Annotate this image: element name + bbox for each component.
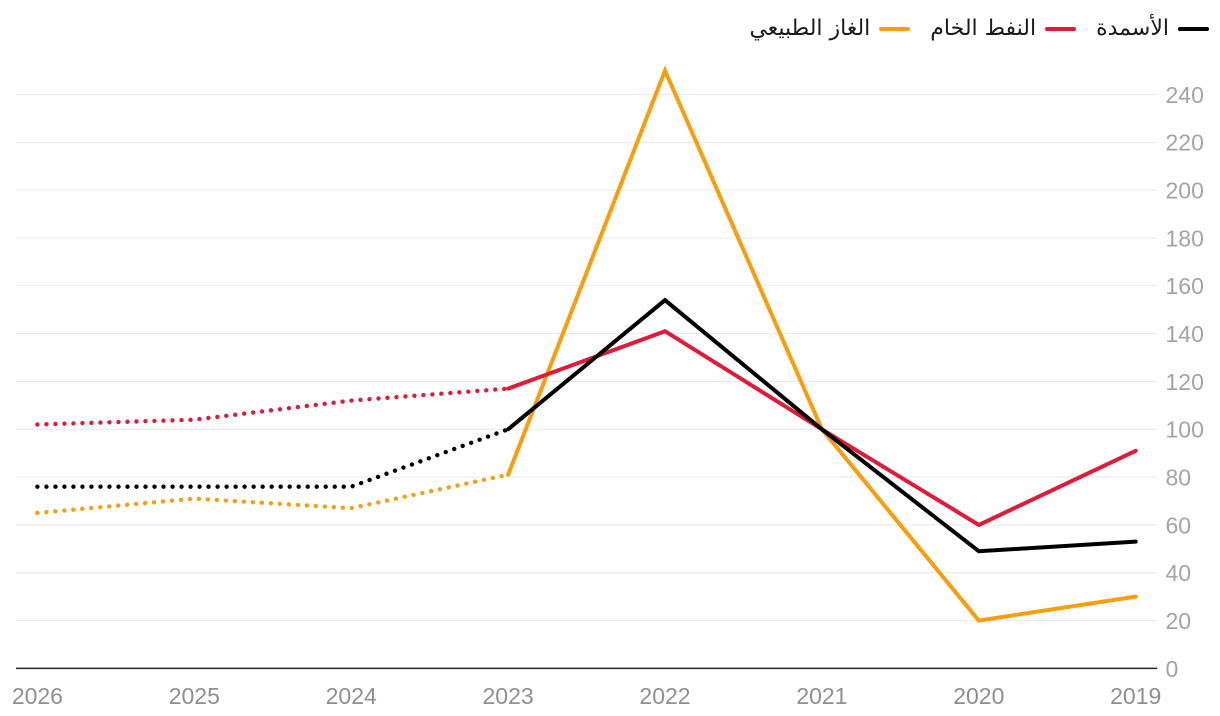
x-tick-label-2026: 2026: [12, 683, 63, 709]
legend-item-crude_oil: النفط الخام: [930, 11, 1077, 47]
series-crude_oil: [35, 329, 1138, 528]
y-tick-label-80: 80: [1166, 465, 1192, 491]
series-fertilizers: [35, 297, 1138, 554]
series-natural_gas-historical-line: [506, 65, 1138, 623]
series-fertilizers-forecast-line: [35, 427, 511, 489]
y-tick-label-160: 160: [1166, 273, 1204, 299]
x-axis-labels: 2026 2025 2024 2023 2022 2021 2020 2019: [12, 683, 1161, 709]
legend-label-crude_oil: النفط الخام: [930, 16, 1037, 41]
y-tick-label-240: 240: [1166, 82, 1204, 108]
x-tick-label-2023: 2023: [483, 683, 534, 709]
x-tick-label-2022: 2022: [639, 683, 690, 709]
series-crude_oil-forecast-line: [35, 386, 511, 427]
y-tick-label-20: 20: [1166, 608, 1192, 634]
x-tick-label-2025: 2025: [169, 683, 220, 709]
legend-item-natural_gas: الغاز الطبيعي: [749, 11, 911, 47]
legend-item-fertilizers: الأسمدة: [1096, 11, 1209, 47]
x-tick-label-2021: 2021: [796, 683, 847, 709]
y-axis-labels: 0 20 40 60 80 100 120 140 160 180 200 220 240: [1166, 82, 1204, 682]
series-natural_gas: [35, 65, 1138, 623]
y-tick-label-100: 100: [1166, 417, 1204, 443]
legend-swatch-fertilizers: [1178, 26, 1209, 32]
y-tick-label-200: 200: [1166, 178, 1204, 204]
y-tick-label-180: 180: [1166, 225, 1204, 251]
y-tick-label-140: 140: [1166, 321, 1204, 347]
y-tick-label-220: 220: [1166, 130, 1204, 156]
y-tick-label-60: 60: [1166, 512, 1192, 538]
legend-label-natural_gas: الغاز الطبيعي: [749, 16, 871, 41]
y-tick-label-40: 40: [1166, 560, 1192, 586]
legend-label-fertilizers: الأسمدة: [1096, 16, 1169, 41]
legend: الأسمدة النفط الخام الغاز الطبيعي: [749, 11, 1209, 47]
x-tick-label-2020: 2020: [953, 683, 1004, 709]
y-tick-label-0: 0: [1166, 656, 1179, 682]
x-tick-label-2019: 2019: [1110, 683, 1161, 709]
legend-swatch-natural_gas: [879, 26, 911, 32]
x-tick-label-2024: 2024: [326, 683, 377, 709]
legend-swatch-crude_oil: [1045, 26, 1077, 32]
y-tick-label-120: 120: [1166, 369, 1204, 395]
gridlines: [16, 94, 1157, 622]
series-fertilizers-historical-line: [506, 297, 1138, 554]
series-natural_gas-forecast-line: [35, 472, 511, 516]
